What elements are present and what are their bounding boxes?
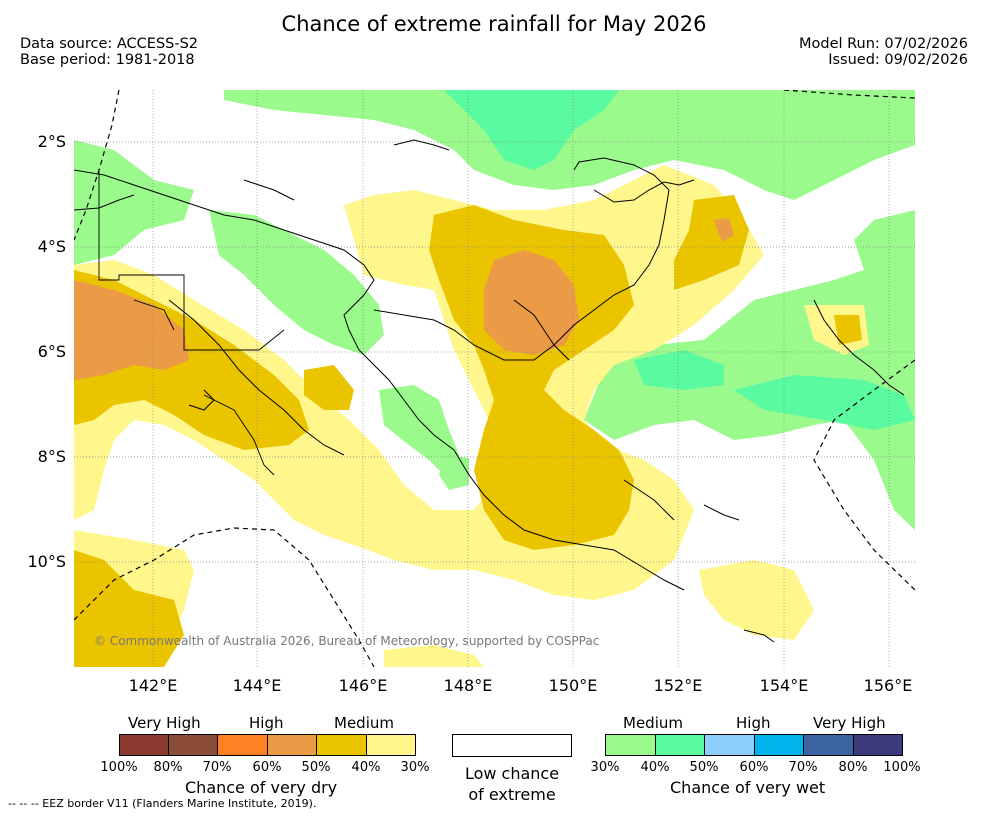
page-title: Chance of extreme rainfall for May 2026	[281, 12, 707, 36]
dry-level-high: High	[249, 714, 284, 732]
base-period: Base period: 1981-2018	[20, 52, 195, 68]
eez-note: -- -- -- EEZ border V11 (Flanders Marine…	[8, 797, 317, 810]
dry-swatch-3	[217, 734, 268, 756]
wet-pct-70: 70%	[788, 760, 818, 775]
rainfall-map	[74, 90, 915, 667]
lon-label-152e: 152°E	[653, 676, 703, 695]
lat-label-10s: 10°S	[27, 552, 66, 571]
lat-label-8s: 8°S	[37, 447, 66, 466]
dry-pct-70: 70%	[202, 760, 232, 775]
dry-level-medium: Medium	[334, 714, 394, 732]
wet-areas	[74, 90, 915, 530]
low-chance-line1: Low chance	[464, 764, 560, 783]
lon-label-154e: 154°E	[759, 676, 809, 695]
dry-pct-50: 50%	[301, 760, 331, 775]
wet-level-very-high: Very High	[813, 714, 886, 732]
lon-label-144e: 144°E	[232, 676, 282, 695]
lat-label-6s: 6°S	[37, 342, 66, 361]
dry-swatch-5	[316, 734, 367, 756]
dry-pct-80: 80%	[153, 760, 183, 775]
data-source-info: Data source: ACCESS-S2 Base period: 1981…	[20, 36, 198, 68]
grid-lines	[74, 90, 915, 667]
data-source: Data source: ACCESS-S2	[20, 36, 199, 52]
coastlines	[74, 139, 905, 643]
wet-swatch-3	[704, 734, 755, 756]
wet-pct-60: 60%	[739, 760, 769, 775]
lon-label-146e: 146°E	[338, 676, 388, 695]
wet-pct-100: 100%	[883, 760, 921, 775]
dry-areas	[74, 165, 869, 667]
dry-pct-60: 60%	[252, 760, 282, 775]
wet-level-high: High	[736, 714, 771, 732]
lon-label-142e: 142°E	[128, 676, 178, 695]
wet-pct-50: 50%	[689, 760, 719, 775]
wet-pct-30: 30%	[590, 760, 620, 775]
dry-swatch-2	[168, 734, 218, 756]
copyright-notice: © Commonwealth of Australia 2026, Bureau…	[94, 634, 600, 648]
wet-swatch-4	[754, 734, 804, 756]
dry-swatch-6	[366, 734, 416, 756]
wet-swatch-1	[605, 734, 656, 756]
dry-swatch-1	[119, 734, 169, 756]
lat-label-4s: 4°S	[37, 237, 66, 256]
dry-pct-40: 40%	[351, 760, 381, 775]
dry-pct-100: 100%	[100, 760, 138, 775]
eez-borders	[74, 90, 915, 667]
lat-label-2s: 2°S	[37, 132, 66, 151]
wet-swatch-6	[853, 734, 903, 756]
model-run: Model Run: 07/02/2026	[798, 36, 968, 52]
wet-pct-40: 40%	[640, 760, 670, 775]
borders	[98, 170, 285, 476]
wet-swatch-2	[655, 734, 705, 756]
lon-label-150e: 150°E	[548, 676, 598, 695]
lon-label-148e: 148°E	[443, 676, 493, 695]
dry-pct-30: 30%	[400, 760, 430, 775]
dry-level-very-high: Very High	[128, 714, 201, 732]
dry-swatch-4	[267, 734, 317, 756]
run-info: Model Run: 07/02/2026 Issued: 09/02/2026	[799, 36, 968, 68]
wet-swatch-5	[803, 734, 854, 756]
dry-caption: Chance of very dry	[185, 778, 338, 797]
wet-caption: Chance of very wet	[670, 778, 826, 797]
wet-level-medium: Medium	[623, 714, 683, 732]
wet-pct-80: 80%	[838, 760, 868, 775]
lon-label-156e: 156°E	[863, 676, 913, 695]
low-chance-swatch	[452, 734, 572, 757]
low-chance-line2: of extreme	[468, 785, 556, 804]
issued-date: Issued: 09/02/2026	[828, 52, 968, 68]
